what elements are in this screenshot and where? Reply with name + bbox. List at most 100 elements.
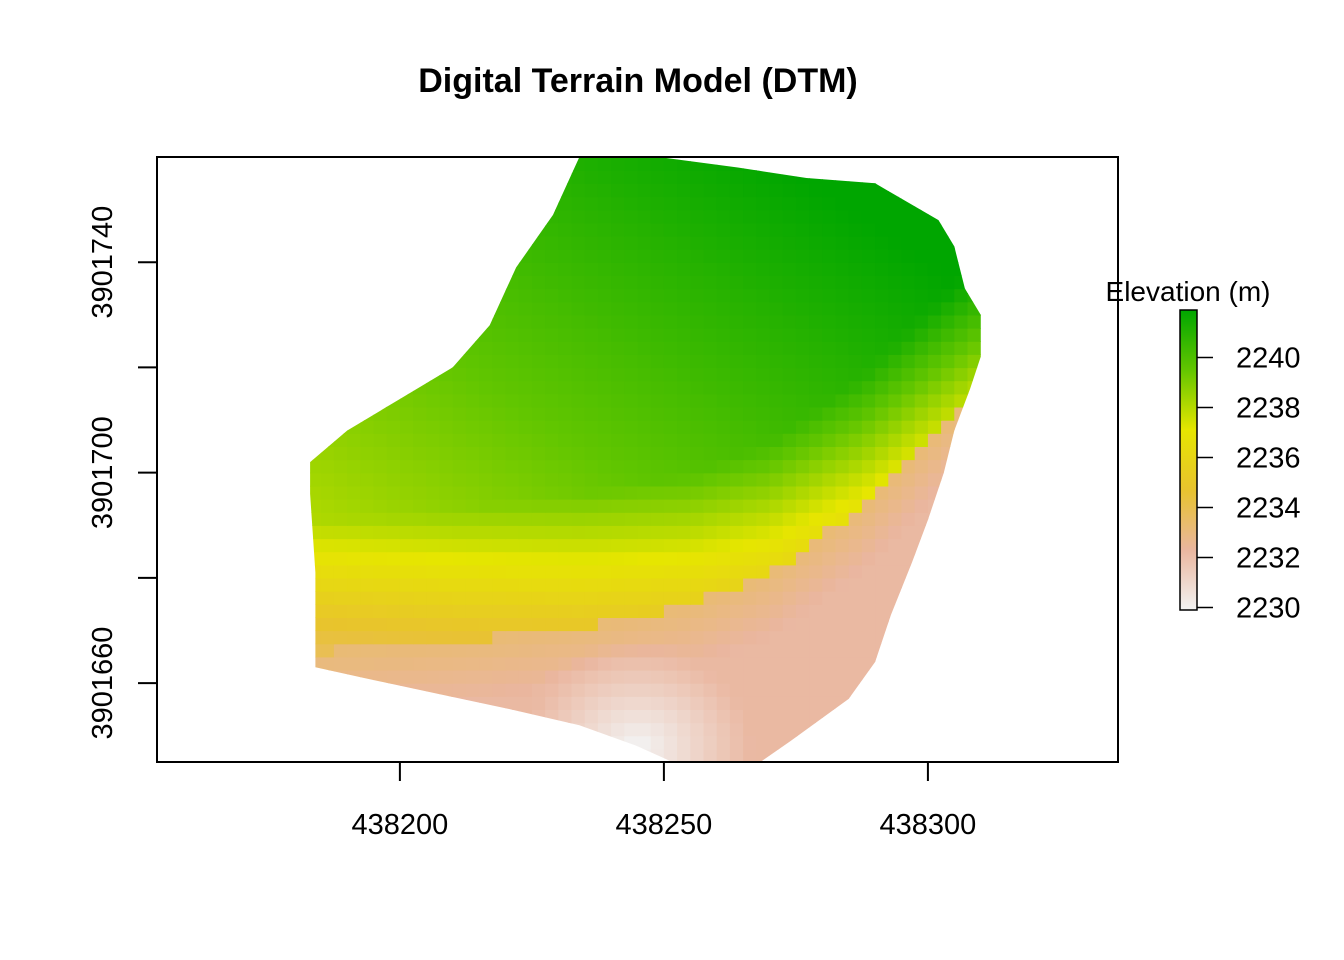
raster-cell [611,525,625,540]
raster-cell [888,748,903,763]
raster-cell [663,643,678,658]
raster-cell [967,222,981,237]
raster-cell [901,301,916,316]
raster-cell [769,591,784,605]
raster-cell [479,380,493,395]
raster-cell [822,512,837,526]
raster-cell [413,328,427,342]
raster-cell [505,301,520,316]
raster-cell [386,696,401,710]
raster-cell [677,222,691,237]
raster-cell [637,748,652,763]
raster-cell [835,525,850,540]
raster-cell [835,748,850,763]
raster-cell [439,512,454,526]
raster-cell [663,433,678,447]
raster-cell [545,406,559,421]
raster-cell [980,170,981,184]
raster-cell [809,183,823,198]
raster-cell [637,157,652,171]
raster-cell [848,669,863,684]
raster-cell [333,367,348,382]
raster-cell [518,525,533,540]
raster-cell [967,249,981,263]
raster-cell [597,393,612,408]
raster-cell [479,735,493,750]
raster-cell [743,301,757,316]
raster-cell [571,551,586,566]
raster-cell [439,564,454,579]
raster-cell [809,485,823,500]
raster-cell [980,722,981,737]
raster-cell [597,420,612,434]
raster-cell [941,499,955,513]
raster-cell [861,420,876,434]
raster-cell [310,722,322,737]
raster-cell [954,157,969,171]
raster-cell [637,196,652,211]
raster-cell [611,314,625,329]
raster-cell [413,709,427,724]
raster-cell [941,722,955,737]
raster-cell [650,735,665,750]
raster-cell [690,564,705,579]
raster-cell [611,367,625,382]
raster-cell [505,380,520,395]
raster-cell [558,735,573,750]
raster-cell [650,328,665,342]
raster-cell [360,525,375,540]
raster-cell [597,683,612,697]
raster-cell [571,275,586,290]
raster-cell [782,748,797,763]
raster-cell [650,722,665,737]
raster-cell [809,604,823,618]
raster-cell [294,249,308,263]
raster-cell [399,301,414,316]
raster-cell [360,406,375,421]
raster-cell [822,722,837,737]
raster-cell [611,341,625,355]
raster-cell [571,354,586,369]
raster-cell [980,196,981,211]
raster-cell [967,314,981,329]
raster-cell [479,538,493,553]
raster-cell [439,643,454,658]
raster-cell [545,446,559,461]
raster-cell [439,406,454,421]
raster-cell [967,485,981,500]
raster-cell [769,735,784,750]
raster-cell [439,301,454,316]
raster-cell [677,459,691,474]
raster-cell [597,275,612,290]
raster-cell [716,275,731,290]
raster-cell [347,446,361,461]
raster-cell [465,170,480,184]
raster-cell [505,393,520,408]
raster-cell [729,485,744,500]
raster-cell [294,631,308,645]
raster-cell [795,183,810,198]
raster-cell [967,328,981,342]
raster-cell [729,420,744,434]
raster-cell [782,459,797,474]
raster-cell [809,235,823,250]
raster-cell [769,577,784,592]
raster-cell [954,209,969,224]
raster-cell [888,499,903,513]
raster-cell [677,617,691,632]
raster-cell [347,183,361,198]
raster-cell [729,183,744,198]
raster-cell [809,420,823,434]
raster-cell [941,262,955,276]
raster-cell [465,525,480,540]
raster-cell [347,472,361,487]
raster-cell [861,157,876,171]
raster-cell [954,354,969,369]
raster-cell [373,617,388,632]
raster-cell [294,749,308,763]
raster-cell [980,222,981,237]
raster-cell [769,393,784,408]
raster-cell [320,328,335,342]
raster-cell [848,551,863,566]
raster-cell [861,604,876,618]
